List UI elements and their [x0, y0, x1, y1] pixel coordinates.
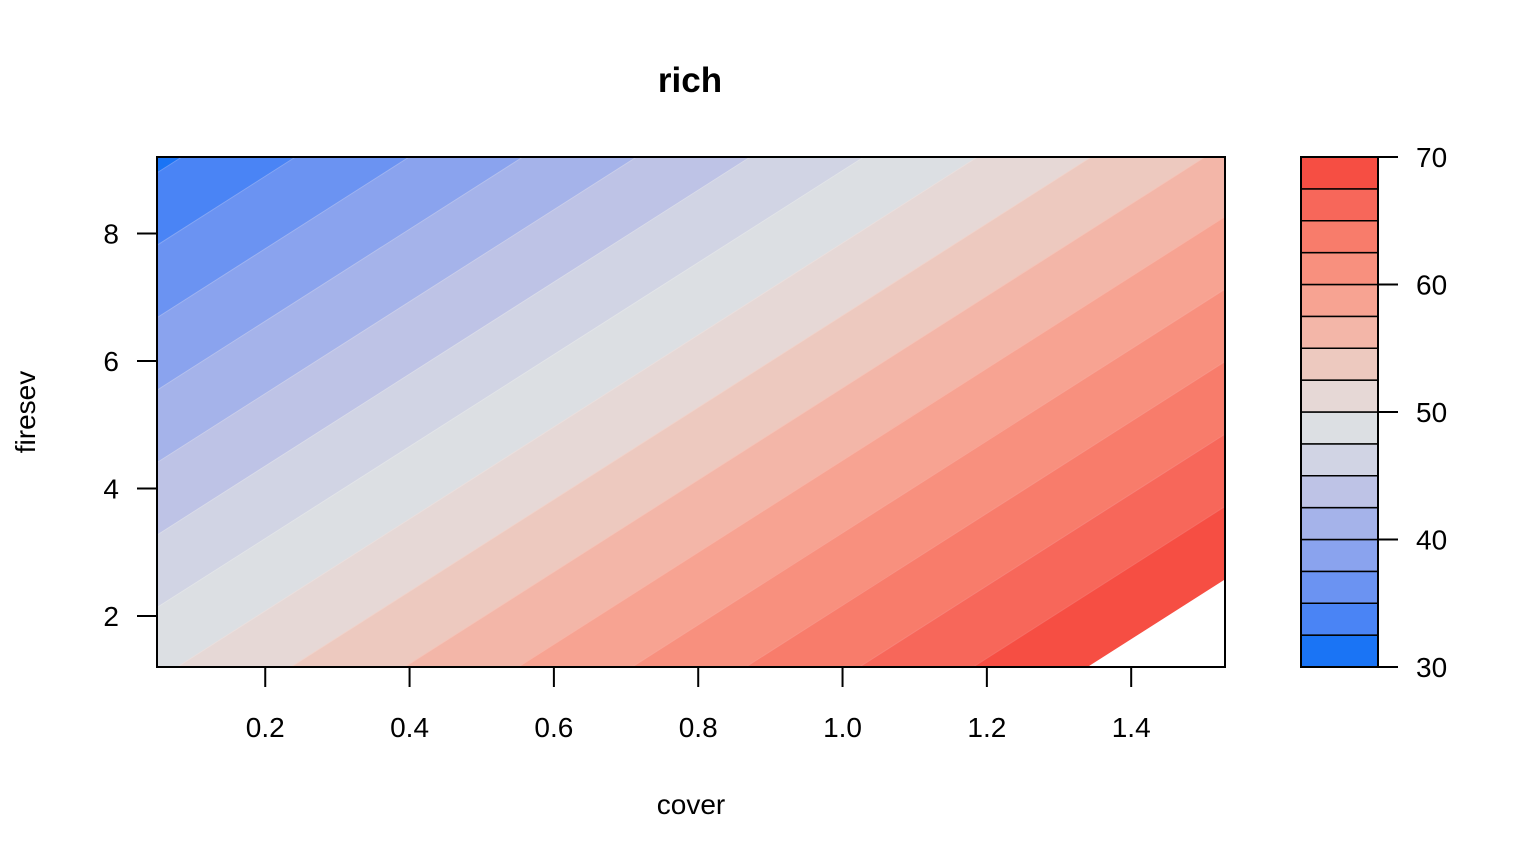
- contour-line-40: [157, 157, 524, 391]
- color-key-tick-label: 50: [1416, 397, 1447, 428]
- color-key-swatch-45: [1300, 443, 1379, 477]
- contour-line-45: [157, 157, 751, 536]
- contour-band-47.5-50: [157, 157, 979, 667]
- x-tick-label: 1.2: [967, 712, 1006, 743]
- x-tick-label: 0.8: [679, 712, 718, 743]
- y-tick-label: 8: [103, 219, 119, 250]
- color-key-swatch-65: [1300, 188, 1379, 222]
- color-key-swatch-40: [1300, 506, 1379, 541]
- color-key-swatch-30: [1300, 634, 1379, 668]
- color-key-swatch-37.5: [1300, 538, 1379, 573]
- x-tick-label: 1.0: [823, 712, 862, 743]
- contour-band-50-52.5: [176, 157, 1093, 667]
- color-key-swatch-42.5: [1300, 475, 1379, 509]
- x-tick-label: 1.4: [1112, 712, 1151, 743]
- color-key-tick-label: 60: [1416, 270, 1447, 301]
- color-key-tick-label: 30: [1416, 652, 1447, 683]
- contour-line-52.5: [290, 157, 1092, 667]
- y-axis-label: firesev: [10, 371, 41, 453]
- contour-band-57.5-60: [517, 216, 1225, 667]
- contour-bands: [157, 157, 1225, 667]
- contour-line-37.5: [157, 157, 410, 319]
- color-key-swatch-35: [1300, 570, 1379, 604]
- color-key-swatch-60: [1300, 251, 1379, 286]
- color-key-swatch-55: [1300, 315, 1379, 349]
- plot-frame: [156, 156, 1226, 668]
- contour-band-67.5-70: [972, 505, 1225, 667]
- contour-line-62.5: [745, 361, 1225, 667]
- contour-line-65: [859, 433, 1225, 667]
- color-key-swatch-57.5: [1300, 283, 1379, 318]
- contour-line-57.5: [518, 216, 1225, 667]
- contour-band-52.5-55: [290, 157, 1206, 667]
- contour-line-32.5: [157, 157, 183, 174]
- contour-band-60-62.5: [631, 288, 1225, 667]
- contour-line-50: [177, 157, 978, 667]
- x-tick-label: 0.6: [534, 712, 573, 743]
- y-tick-label: 4: [103, 474, 119, 505]
- x-axis-label: cover: [657, 789, 725, 820]
- color-key-swatch-47.5: [1300, 411, 1379, 445]
- color-key-swatch-67.5: [1300, 156, 1379, 190]
- color-key-swatch-50: [1300, 379, 1379, 413]
- contour-line-42.5: [157, 157, 637, 464]
- color-key: 30 40 50 60 70: [1300, 142, 1447, 683]
- x-tick-label: 0.2: [246, 712, 285, 743]
- contour-band-62.5-65: [744, 361, 1225, 667]
- color-key-tick-label: 40: [1416, 525, 1447, 556]
- contour-line-35: [157, 157, 296, 246]
- contour-line-55: [404, 157, 1206, 667]
- contour-line-60: [631, 288, 1225, 667]
- chart-title: rich: [658, 61, 722, 100]
- contour-band-65-67.5: [858, 433, 1225, 667]
- contour-line-47.5: [157, 157, 865, 608]
- y-tick-label: 6: [103, 346, 119, 377]
- y-tick-label: 2: [103, 601, 119, 632]
- contour-band-55-57.5: [403, 157, 1225, 667]
- color-key-swatch-52.5: [1300, 347, 1379, 381]
- x-tick-label: 0.4: [390, 712, 429, 743]
- x-axis: 0.2 0.4 0.6 0.8 1.0 1.2 1.4: [246, 667, 1151, 743]
- color-key-swatch-32.5: [1300, 602, 1379, 636]
- color-key-swatch-62.5: [1300, 220, 1379, 254]
- color-key-tick-label: 70: [1416, 142, 1447, 173]
- contour-line-67.5: [972, 506, 1225, 667]
- y-axis: 2 4 6 8: [103, 219, 157, 632]
